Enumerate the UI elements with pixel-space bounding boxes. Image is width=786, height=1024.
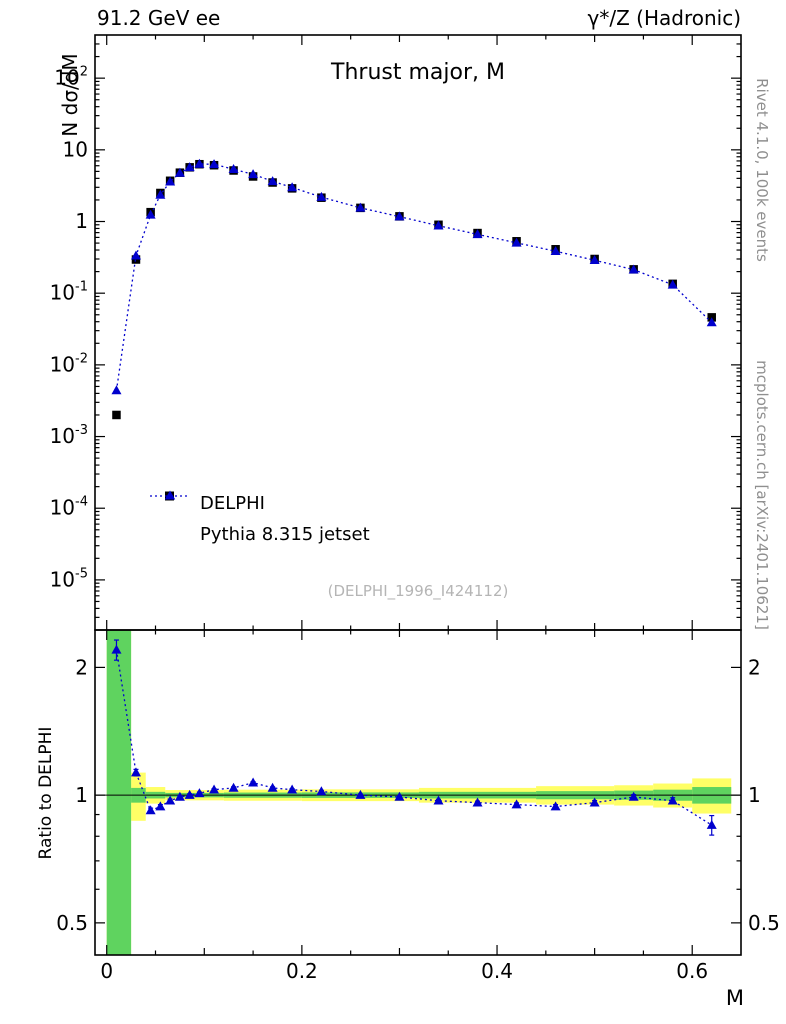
legend: DELPHI Pythia 8.315 jetset bbox=[148, 488, 370, 550]
legend-label-delphi: DELPHI bbox=[200, 493, 265, 514]
svg-text:0.2: 0.2 bbox=[286, 959, 318, 983]
svg-text:0.6: 0.6 bbox=[676, 959, 708, 983]
tick-labels: 102 10 1 10-1 10-2 10-3 10-4 10-5 2 2 1 1 0.5 0.5 0 0.2… bbox=[50, 65, 780, 983]
x-axis-label: M bbox=[725, 986, 744, 1010]
svg-text:0: 0 bbox=[100, 959, 113, 983]
svg-text:10-5: 10-5 bbox=[50, 566, 88, 591]
legend-label-pythia: Pythia 8.315 jetset bbox=[200, 524, 370, 545]
plot-title: Thrust major, M bbox=[331, 60, 505, 85]
svg-text:10-3: 10-3 bbox=[50, 423, 88, 448]
svg-text:0.4: 0.4 bbox=[481, 959, 513, 983]
svg-text:0.5: 0.5 bbox=[748, 911, 780, 935]
svg-text:1: 1 bbox=[75, 783, 88, 807]
svg-text:1: 1 bbox=[75, 209, 88, 233]
ratio-axis-label: Ratio to DELPHI bbox=[36, 726, 56, 860]
svg-text:1: 1 bbox=[748, 783, 761, 807]
triangle-dotted-line-icon bbox=[148, 490, 192, 543]
svg-text:10: 10 bbox=[63, 137, 88, 161]
main-panel-data bbox=[111, 158, 717, 420]
svg-text:2: 2 bbox=[748, 655, 761, 679]
svg-text:10-4: 10-4 bbox=[50, 495, 88, 520]
ratio-uncertainty-bands bbox=[95, 630, 741, 955]
analysis-watermark: (DELPHI_1996_I424112) bbox=[327, 582, 509, 600]
legend-item-pythia: Pythia 8.315 jetset bbox=[148, 490, 370, 550]
y-axis-label: N dσ/dM bbox=[58, 53, 82, 137]
svg-text:2: 2 bbox=[75, 655, 88, 679]
mcplots-credit-label: mcplots.cern.ch [arXiv:2401.10621] bbox=[753, 360, 771, 630]
svg-text:0.5: 0.5 bbox=[56, 911, 88, 935]
svg-text:102: 102 bbox=[54, 65, 88, 90]
svg-text:10-1: 10-1 bbox=[50, 280, 88, 305]
process-label: γ*/Z (Hadronic) bbox=[587, 6, 741, 30]
beam-energy-label: 91.2 GeV ee bbox=[97, 6, 221, 30]
axes-and-ticks bbox=[94, 34, 742, 956]
ratio-panel-data bbox=[111, 639, 717, 836]
rivet-version-label: Rivet 4.1.0, 100k events bbox=[753, 78, 771, 262]
svg-text:10-2: 10-2 bbox=[50, 351, 88, 376]
